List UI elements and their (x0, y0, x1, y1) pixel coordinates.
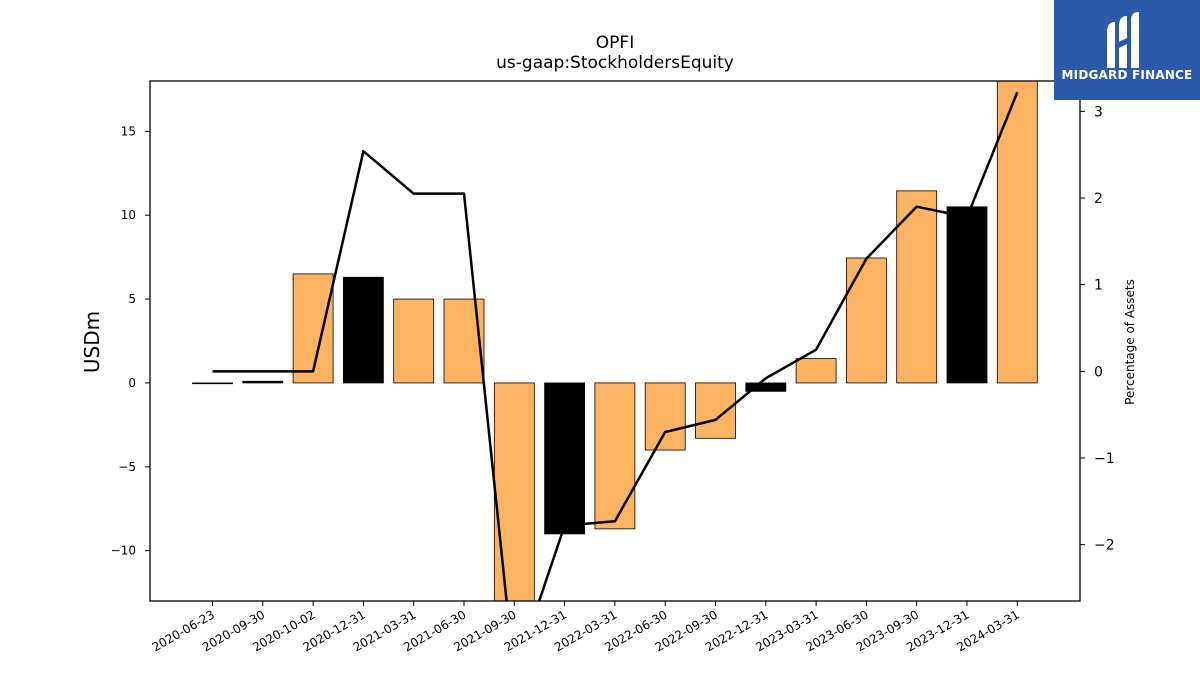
bar (242, 380, 284, 384)
y2-tick-label: 2 (1094, 191, 1103, 207)
y-tick-label: −5 (118, 460, 136, 474)
y2-tick-label: 3 (1094, 104, 1103, 120)
chart-title: OPFI (596, 33, 634, 53)
bar (745, 382, 787, 392)
bar (443, 298, 485, 384)
bar (846, 257, 887, 384)
bar (996, 81, 1038, 384)
y-tick-label: 10 (121, 208, 136, 222)
bar (946, 206, 988, 384)
bar (594, 382, 636, 530)
bar (544, 382, 585, 535)
bar (896, 190, 938, 384)
bar (393, 298, 435, 384)
y-axis-label: USDm (80, 311, 104, 373)
line-series (212, 91, 1019, 601)
y-tick-label: 5 (128, 292, 136, 306)
brand-logo: MIDGARD FINANCE (1054, 0, 1200, 100)
bar (795, 358, 837, 384)
y2-axis-label: Percentage of Assets (1123, 279, 1137, 405)
y-tick-label: 15 (121, 124, 136, 138)
chart-subtitle: us-gaap:StockholdersEquity (496, 53, 734, 73)
y-tick-label: −10 (111, 544, 136, 558)
bar (493, 382, 535, 601)
bar (192, 382, 233, 385)
y-tick-label: 0 (128, 376, 136, 390)
y2-tick-label: −1 (1094, 451, 1115, 467)
line-path (212, 91, 1019, 601)
bar (342, 276, 384, 384)
y2-tick-label: −2 (1094, 538, 1115, 554)
y2-tick-label: 1 (1094, 278, 1103, 294)
bar (644, 382, 686, 451)
midgard-logo-icon (1107, 12, 1139, 68)
bar-series (192, 81, 1038, 601)
bar (292, 273, 334, 384)
logo-text: MIDGARD FINANCE (1061, 68, 1193, 82)
y2-tick-label: 0 (1094, 364, 1103, 380)
bar (695, 382, 736, 439)
